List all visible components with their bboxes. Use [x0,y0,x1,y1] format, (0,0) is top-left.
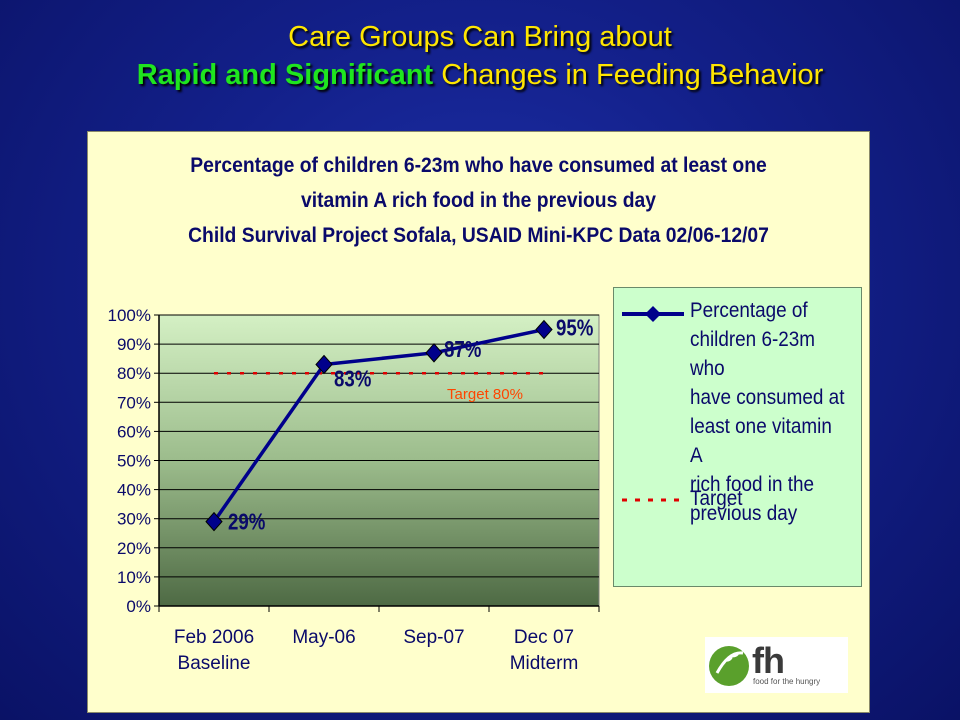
series-line [212,327,545,523]
legend-series-label: Percentage of children 6-23m who have co… [690,296,848,528]
data-label: 29% [228,510,266,535]
fh-logo: fh food for the hungry [705,637,848,693]
y-tick-label: 10% [117,568,151,587]
chart-svg: 0% 10% 20% 30% 40% 50% 60% 70% 80% 90% 100% Feb 200… [108,306,600,674]
y-tick-label: 90% [117,335,151,354]
legend-series-line: rich food in the [690,473,814,496]
y-tick-label: 30% [117,510,151,529]
logo-leaf-icon [709,646,749,686]
x-tick-label: May-06 [292,627,355,648]
data-label: 83% [334,367,372,392]
data-point [425,343,443,363]
y-tick-label: 60% [117,422,151,441]
data-label: 87% [444,337,482,362]
x-tick-label: Baseline [178,653,251,674]
legend-series-marker [622,306,684,322]
chart-title-line1: Percentage of children 6-23m who have co… [190,154,767,177]
slide-title-rest: Changes in Feeding Behavior [433,59,824,91]
data-point [205,511,223,532]
logo-tagline: food for the hungry [753,677,821,686]
legend-target-marker [622,498,684,502]
y-tick-label: 0% [126,597,151,616]
legend-series-line: Percentage of [690,299,808,322]
data-point [535,319,553,340]
chart-title-line2: vitamin A rich food in the previous day [301,189,656,212]
slide-title-line2: Rapid and Significant Changes in Feeding… [0,56,960,94]
y-tick-label: 40% [117,481,151,500]
slide-title: Care Groups Can Bring about Rapid and Si… [0,18,960,94]
legend-series-line: previous day [690,502,798,525]
slide-title-highlight: Rapid and Significant [136,59,434,91]
y-tick-label: 70% [117,393,151,412]
data-label: 95% [556,316,594,341]
target-annotation: Target 80% [447,386,523,403]
legend-series-line: children 6-23m who [690,328,816,380]
x-tick-label: Sep-07 [403,627,464,648]
legend-target-label: Target [690,487,743,510]
chart-panel: Percentage of children 6-23m who have co… [87,131,870,713]
x-tick-label: Feb 2006 [174,627,254,648]
slide-title-line1: Care Groups Can Bring about [288,21,672,53]
legend-series-line: least one vitamin A [690,415,832,467]
y-tick-label: 20% [117,539,151,558]
logo-text: fh [752,640,785,681]
legend-series-line: have consumed at [690,386,845,409]
legend: Percentage of children 6-23m who have co… [613,287,862,587]
y-tick-label: 50% [117,452,151,471]
x-tick-label: Dec 07 [514,627,574,648]
x-tick-label: Midterm [510,653,579,674]
y-tick-label: 100% [108,306,151,325]
chart-title-line3: Child Survival Project Sofala, USAID Min… [188,224,769,247]
chart-title: Percentage of children 6-23m who have co… [119,148,838,253]
y-tick-label: 80% [117,364,151,383]
data-point [315,354,333,375]
